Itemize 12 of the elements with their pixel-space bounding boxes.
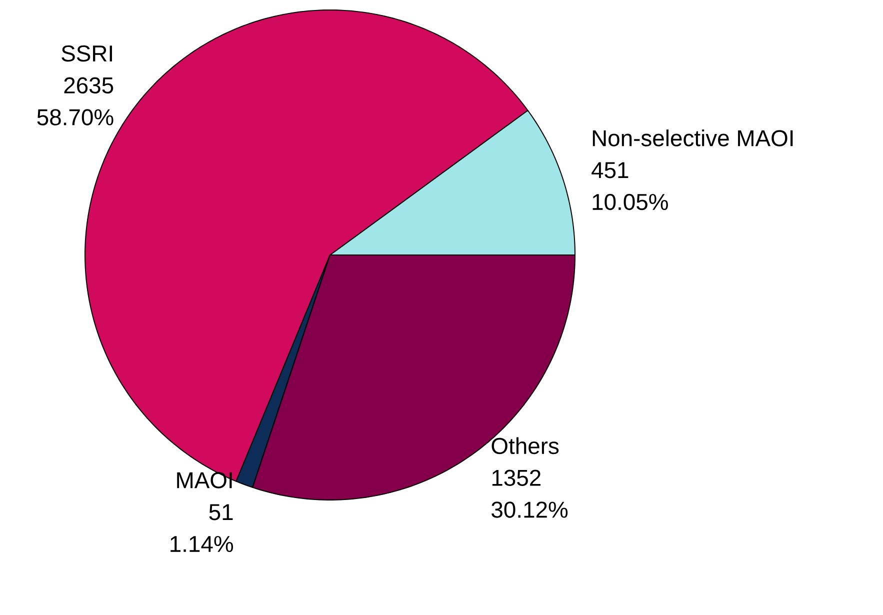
data-label: 58.70% (37, 109, 114, 126)
slice-label: Others (492, 437, 559, 454)
slice-label: SSRI (62, 45, 112, 62)
text: 2635 (64, 77, 114, 94)
text: 51 (209, 504, 233, 520)
text: 1352 (492, 470, 540, 486)
text: 451 (592, 162, 628, 178)
data-label: 10.05% (592, 194, 668, 210)
slice-label: MAOI (177, 472, 232, 488)
slice-label: Non-selective MAOI (592, 129, 793, 146)
data-label: 1.14% (170, 536, 234, 552)
data-label: 30.12% (492, 502, 568, 518)
